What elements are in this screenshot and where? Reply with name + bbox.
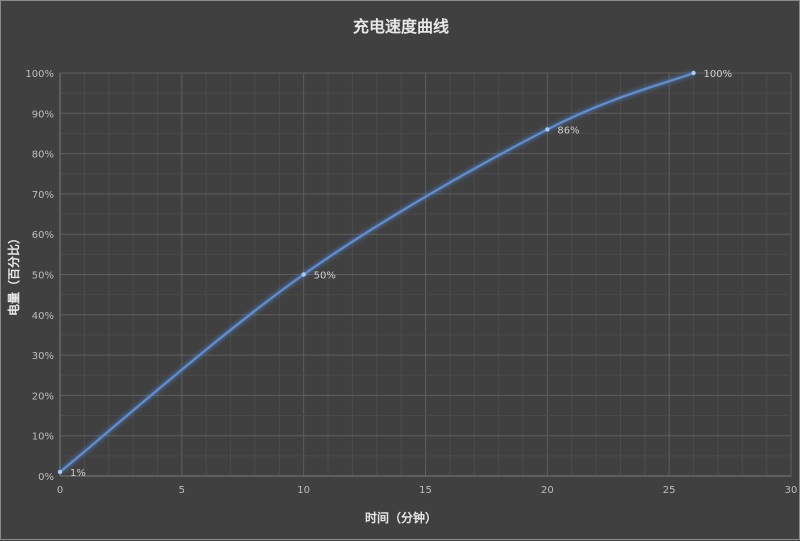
y-tick-label: 40% bbox=[32, 311, 54, 322]
data-label: 100% bbox=[704, 69, 733, 80]
y-tick-label: 60% bbox=[32, 230, 54, 241]
y-tick-label: 50% bbox=[32, 271, 54, 282]
y-tick-label: 10% bbox=[32, 432, 54, 443]
x-tick-label: 10 bbox=[297, 485, 310, 496]
data-point bbox=[545, 127, 550, 132]
data-label: 86% bbox=[557, 125, 579, 136]
y-axis-label: 电量（百分比） bbox=[6, 232, 21, 316]
x-tick-label: 0 bbox=[57, 485, 63, 496]
x-axis-label: 时间（分钟） bbox=[365, 510, 437, 525]
data-label: 50% bbox=[314, 271, 336, 282]
data-point bbox=[301, 272, 306, 277]
x-tick-label: 30 bbox=[785, 485, 798, 496]
data-point bbox=[57, 469, 63, 475]
x-tick-label: 25 bbox=[663, 485, 676, 496]
x-tick-label: 20 bbox=[541, 485, 554, 496]
x-tick-label: 15 bbox=[419, 485, 432, 496]
x-tick-label: 5 bbox=[179, 485, 185, 496]
y-tick-label: 70% bbox=[32, 190, 54, 201]
y-tick-label: 0% bbox=[38, 472, 54, 483]
y-tick-label: 30% bbox=[32, 351, 54, 362]
y-tick-label: 80% bbox=[32, 150, 54, 161]
y-tick-label: 100% bbox=[25, 69, 54, 80]
y-tick-label: 20% bbox=[32, 391, 54, 402]
data-point bbox=[691, 70, 696, 76]
data-label: 1% bbox=[70, 468, 86, 479]
series-line bbox=[59, 71, 694, 473]
chart-title: 充电速度曲线 bbox=[353, 17, 449, 36]
y-tick-label: 90% bbox=[32, 109, 54, 120]
